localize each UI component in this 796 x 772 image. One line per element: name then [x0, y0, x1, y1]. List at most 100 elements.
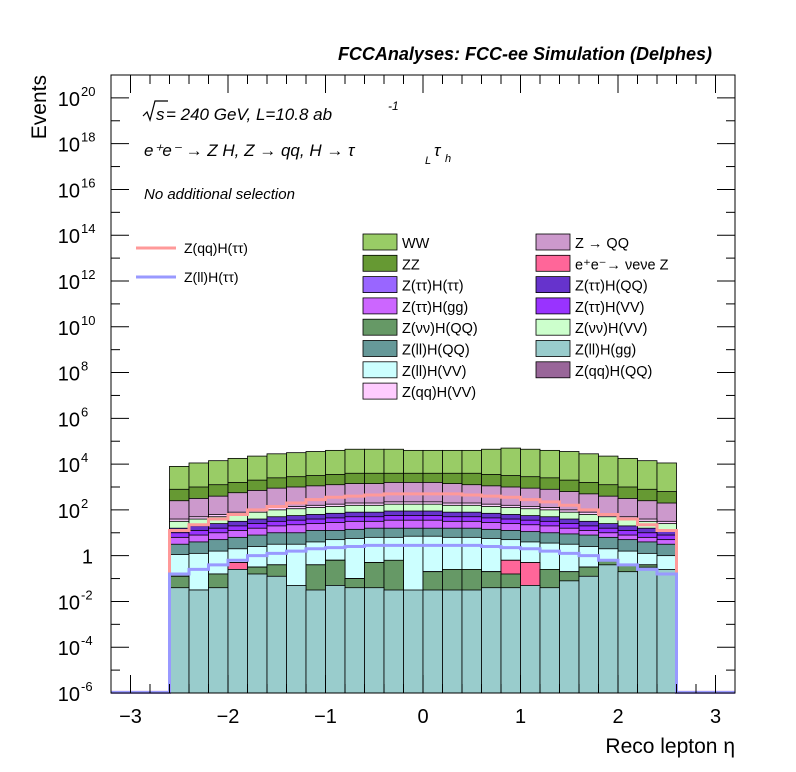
annotation-selection: No additional selection	[144, 186, 295, 203]
y-tick-base: 10	[58, 180, 80, 202]
y-tick-label: 10 20	[58, 84, 96, 111]
y-tick-exponent: -2	[81, 587, 93, 602]
annotation-process: e⁺e⁻ → Z H, Z → qq, H → τ L τ h	[144, 141, 451, 167]
annotation-line1: = 240 GeV, L=10.8 ab	[166, 105, 332, 124]
legend-entry: Z(ττ)H(gg)	[362, 297, 468, 316]
legend-entry: ZZ	[362, 254, 420, 273]
legend: Z(qq)H(ττ) Z(ll)H(ττ) WW ZZ Z(ττ)H(ττ) Z(ττ)H…	[136, 233, 669, 401]
x-tick-label: 1	[515, 706, 526, 728]
legend-entry: Z(ττ)H(VV)	[535, 297, 644, 316]
y-tick-label: 10 14	[58, 221, 96, 248]
legend-label: Z(ττ)H(QQ)	[575, 279, 648, 295]
bar	[403, 589, 424, 694]
legend-swatch	[362, 276, 398, 294]
x-tick-label: 3	[710, 706, 721, 728]
y-tick-base: 10	[58, 592, 80, 614]
y-tick-base: 10	[58, 638, 80, 660]
bar	[461, 589, 482, 694]
bar	[637, 566, 658, 694]
bar	[305, 589, 326, 694]
stack-layer	[169, 447, 677, 694]
legend-swatch	[362, 340, 398, 357]
bar	[227, 569, 248, 694]
y-tick-base: 10	[58, 684, 80, 706]
y-tick-exponent: -6	[81, 679, 93, 694]
annotation-energy: s = 240 GeV, L=10.8 ab -1	[142, 99, 399, 124]
legend-label: Z(ττ)H(VV)	[575, 300, 644, 316]
legend-label: Z(ll)H(ττ)	[184, 269, 239, 285]
legend-label: Z(ll)H(VV)	[402, 364, 466, 380]
bar	[578, 575, 599, 694]
y-tick-exponent: 20	[81, 84, 95, 99]
legend-label: Z(qq)H(VV)	[402, 385, 476, 401]
y-tick-base: 10	[58, 501, 80, 523]
legend-label: Z(qq)H(QQ)	[575, 364, 652, 380]
x-tick-label: 0	[417, 706, 428, 728]
ticks-layer	[110, 74, 736, 694]
overlay-line	[111, 492, 735, 694]
y-tick-exponent: 14	[81, 221, 95, 236]
legend-label: Z(ll)H(gg)	[575, 343, 636, 359]
x-tick-label: −3	[119, 706, 142, 728]
bar	[559, 580, 580, 694]
y-tick-base: 10	[58, 364, 80, 386]
legend-entry: Z(ll)H(gg)	[535, 340, 636, 359]
legend-swatch	[535, 361, 571, 379]
bar	[266, 575, 287, 694]
legend-label: Z(νν)H(QQ)	[402, 321, 478, 337]
y-tick-exponent: 18	[81, 130, 95, 145]
y-tick-base: 10	[58, 135, 80, 157]
legend-entry: Z(νν)H(QQ)	[362, 318, 478, 337]
legend-entry: Z(νν)H(VV)	[535, 318, 648, 337]
legend-entry: Z(ll)H(QQ)	[362, 340, 470, 359]
bar	[208, 587, 229, 694]
legend-swatch	[535, 297, 571, 315]
annotation-line2-sub2: h	[445, 153, 451, 165]
legend-swatch	[362, 297, 398, 315]
overlay-layer	[111, 492, 735, 694]
y-tick-label: 10 -4	[58, 633, 93, 660]
legend-entry: Z(qq)H(ττ)	[136, 240, 248, 256]
bar	[500, 587, 521, 694]
annotation-line2: e⁺e⁻ → Z H, Z → qq, H → τ	[144, 141, 356, 160]
legend-entry: Z → QQ	[535, 233, 629, 252]
bar	[442, 589, 463, 694]
legend-swatch	[535, 318, 571, 336]
annotation-sqrt-s: s	[156, 105, 165, 124]
y-tick-base: 1	[82, 547, 93, 569]
annotation-line2-tau: τ	[434, 141, 442, 160]
legend-label: ZZ	[402, 257, 420, 273]
y-tick-label: 10 16	[58, 175, 96, 202]
legend-swatch	[535, 276, 571, 294]
bar	[286, 585, 307, 694]
bar	[598, 564, 619, 694]
bar	[656, 569, 677, 694]
x-tick-label: 2	[612, 706, 623, 728]
legend-label: Z(ττ)H(ττ)	[402, 279, 464, 295]
legend-swatch	[362, 254, 398, 272]
y-tick-base: 10	[58, 409, 80, 431]
legend-label: Z(ll)H(QQ)	[402, 343, 470, 359]
annotation-line1-sup: -1	[388, 99, 399, 113]
y-tick-label: 10 8	[58, 359, 88, 386]
legend-entry: Z(ll)H(VV)	[362, 361, 466, 380]
legend-swatch	[362, 361, 398, 379]
bar	[169, 587, 190, 694]
legend-swatch	[535, 340, 571, 357]
bar	[364, 587, 385, 694]
y-tick-label: 10 4	[58, 450, 88, 477]
y-tick-exponent: 6	[81, 404, 88, 419]
bar	[481, 587, 502, 694]
sqrt-symbol	[142, 100, 168, 122]
bar	[520, 585, 541, 694]
x-tick-label: −1	[314, 706, 337, 728]
legend-entry: Z(ττ)H(ττ)	[362, 276, 464, 295]
legend-entry: Z(qq)H(VV)	[362, 382, 476, 401]
bar	[344, 587, 365, 694]
y-tick-label: 10 10	[58, 313, 96, 340]
legend-entry: Z(ll)H(ττ)	[136, 269, 239, 285]
y-tick-label: 10 12	[58, 267, 96, 294]
bar	[247, 573, 268, 694]
legend-swatch	[535, 254, 571, 272]
